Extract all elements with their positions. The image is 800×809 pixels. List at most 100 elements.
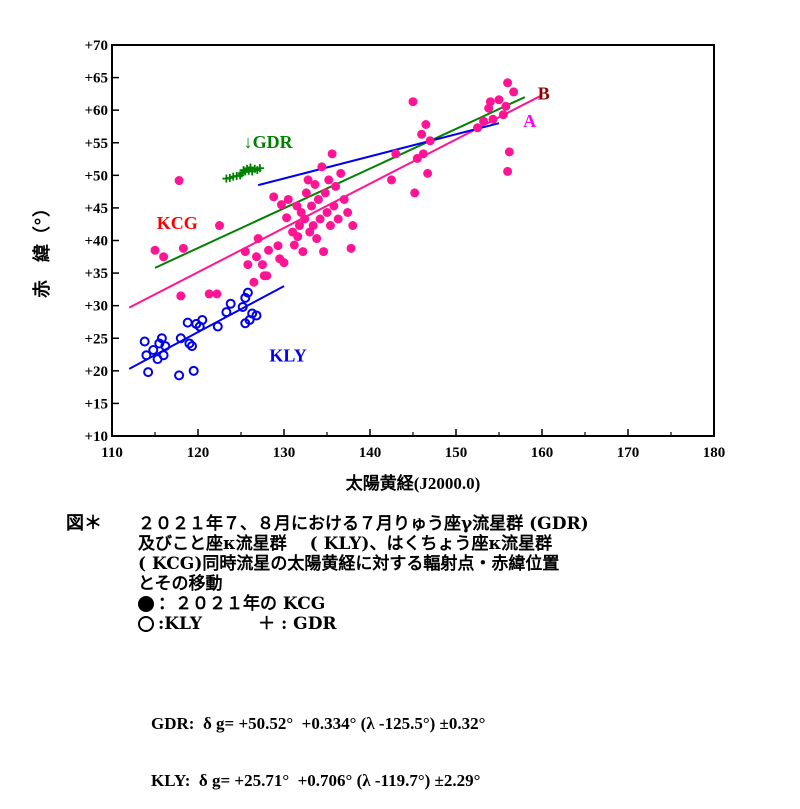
kly-point [237,301,248,312]
kcg-point [348,221,358,231]
y-tick-label: +50 [84,168,108,184]
kcg-point [331,181,341,191]
y-tick-label: +40 [84,234,108,250]
kcg-point [289,240,299,250]
kly-point [184,338,195,349]
kcg-point [159,252,169,262]
kcg-point [320,188,330,198]
y-tick-label: +10 [84,429,108,445]
kcg-point [307,201,317,211]
kcg-point [294,221,304,231]
kcg-point [215,221,224,231]
kcg-point [279,258,289,268]
kly-point [186,341,197,352]
kly-point [139,336,150,347]
y-axis: +10 +15 +20 +25 +30 +35 +40 +45 +50 +55 +60 +65 +70 [84,38,119,445]
kcg-point [282,213,292,223]
x-tick-label: 170 [617,445,640,461]
kcg-point [178,243,188,253]
kcg-point [308,221,318,231]
kcg-point [503,78,513,88]
gdr-point [255,164,264,173]
formula-gdr: GDR: δ g= +50.52° +0.334° (λ -125.5°) ±0… [151,714,486,733]
y-tick-label: +65 [84,71,108,87]
kcg-point [322,207,332,217]
kcg-point [333,214,343,224]
kcg-point [479,116,489,126]
meteor-radiant-chart: 110 120 130 140 150 160 170 180 +10 +15 +20 +25 +30… [31,38,726,493]
y-axis-label: 赤 緯（°） [31,199,53,298]
kcg-point [283,194,293,204]
kcg-point [485,97,495,107]
kcg-point [425,136,435,146]
kcg-point [387,175,396,185]
kcg-point [253,234,263,244]
kcg-point [324,175,334,185]
annotations: ↓GDR KCG KLY AB [157,84,550,366]
annotation-kcg: KCG [157,213,198,233]
kcg-point [339,194,349,204]
kcg-point [329,201,339,211]
kcg-point [346,243,356,253]
x-tick-label: 120 [187,445,210,461]
kcg-point [240,247,250,257]
kcg-point [503,166,513,176]
x-tick-label: 140 [359,445,382,461]
kcg-point [501,101,511,111]
kly-point [197,315,208,326]
kcg-point [498,110,508,120]
kly-point [175,333,186,344]
legend-filled-text: ：２０２１年の KCG [158,594,326,614]
kcg-point [504,147,514,157]
kly-point [251,310,262,321]
x-tick-label: 180 [703,445,726,461]
fit-line-gdr-fit [257,122,500,187]
filled-circle-icon [138,596,154,612]
legend-plus-text: ＋ : GDR [258,614,337,634]
kcg-point [417,129,427,139]
x-tick-label: 130 [273,445,296,461]
kcg-point [421,120,431,130]
kcg-point [264,245,274,255]
kcg-point [423,168,433,178]
kcg-point [303,175,313,185]
annotation-a: A [523,111,536,131]
kly-point [160,341,171,352]
y-tick-label: +20 [84,364,108,380]
y-tick-label: +25 [84,331,108,347]
kcg-point [509,87,519,97]
kcg-point [204,289,214,299]
kcg-point [292,201,302,211]
kcg-point [327,149,337,159]
x-tick-label: 150 [445,445,468,461]
kly-point [148,344,159,355]
y-tick-label: +45 [84,201,108,217]
legend-open-row: :KLY ＋ : GDR [138,614,786,634]
kly-point [143,367,154,378]
kcg-point [343,207,353,217]
x-tick-label: 110 [101,445,123,461]
kly-point [141,350,152,361]
x-axis-label: 太陽黄経(J2000.0) [346,473,481,493]
y-tick-label: +15 [84,396,108,412]
annotation-b: B [538,84,550,104]
kcg-point [336,168,346,178]
kcg-point [473,123,482,133]
kcg-point [310,179,320,189]
kcg-point [488,114,498,124]
kcg-point [315,214,325,224]
kcg-point [251,252,261,262]
kly-point [240,292,251,303]
kcg-point [319,247,329,257]
kcg-point [176,291,186,301]
formula-kly: KLY: δ g= +25.71° +0.706° (λ -119.7°) ±2… [151,771,481,790]
y-tick-label: +70 [84,38,108,54]
kcg-point [391,149,401,159]
kcg-point [150,245,160,255]
legend-filled-row: ：２０２１年の KCG [138,594,786,614]
y-tick-label: +30 [84,299,108,315]
y-tick-label: +35 [84,266,108,282]
kly-point [221,307,232,318]
kly-point [212,321,223,332]
kcg-point [317,162,327,172]
